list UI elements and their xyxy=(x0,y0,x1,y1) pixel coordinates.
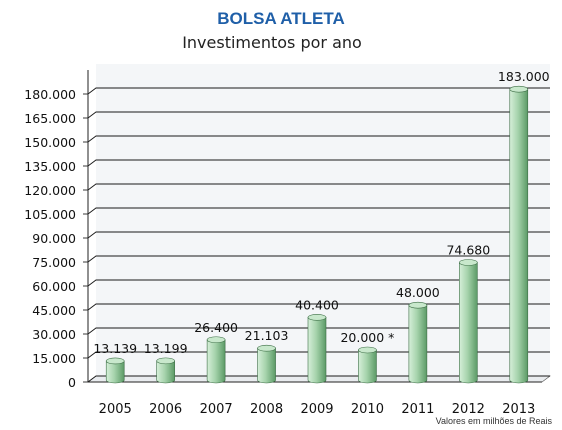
data-label: 26.400 xyxy=(194,320,238,335)
bar-body xyxy=(257,347,276,384)
x-tick-label: 2005 xyxy=(99,402,132,417)
x-tick-label: 2012 xyxy=(452,402,485,417)
bar xyxy=(459,259,478,384)
x-tick-label: 2008 xyxy=(250,402,283,417)
bar-body xyxy=(206,339,226,384)
y-tick-label: 75.000 xyxy=(32,255,76,270)
bar xyxy=(206,336,226,384)
data-label: 48.000 xyxy=(396,285,440,300)
y-tick-label: 15.000 xyxy=(32,351,76,366)
data-labels: 13.139 13.199 26.400 21.103 40.400 20.000 * 48… xyxy=(93,69,549,356)
data-label: 21.103 xyxy=(245,328,289,343)
chart-title: BOLSA ATLETA xyxy=(217,9,344,28)
bar-top xyxy=(156,357,175,365)
back-wall xyxy=(96,64,550,376)
x-tick-label: 2007 xyxy=(200,402,233,417)
data-label: 13.139 xyxy=(93,341,137,356)
gridline xyxy=(87,183,550,191)
bar xyxy=(156,357,175,384)
y-tick-label: 0 xyxy=(68,375,76,390)
gridline xyxy=(87,279,550,287)
gridline xyxy=(87,111,550,119)
gridline xyxy=(87,255,550,263)
y-tick-label: 165.000 xyxy=(24,111,76,126)
x-tick-label: 2006 xyxy=(149,402,182,417)
gridline xyxy=(87,375,550,383)
bar-body xyxy=(459,262,478,384)
bar-top xyxy=(206,336,226,344)
x-axis-ticks: 2005 2006 2007 2008 2009 2010 2011 2012 2013 xyxy=(99,402,536,417)
y-tick-label: 60.000 xyxy=(32,279,76,294)
data-label: 40.400 xyxy=(295,297,339,312)
y-tick-label: 120.000 xyxy=(24,183,76,198)
bar-top xyxy=(459,259,478,266)
y-tick-label: 30.000 xyxy=(32,327,76,342)
y-axis-ticks: 0 15.000 30.000 45.000 60.000 75.000 90.000 105… xyxy=(24,87,88,390)
bar-top xyxy=(408,301,428,309)
bar-top xyxy=(307,314,327,321)
gridline xyxy=(87,135,550,143)
bar xyxy=(509,85,529,384)
bar-top xyxy=(509,85,529,93)
x-tick-label: 2010 xyxy=(351,402,384,417)
x-tick-label: 2013 xyxy=(502,402,535,417)
data-label: 74.680 xyxy=(446,243,490,258)
gridline xyxy=(87,303,550,311)
plot-area: 0 15.000 30.000 45.000 60.000 75.000 90.000 105… xyxy=(24,64,551,417)
data-label: 183.000 xyxy=(498,69,550,84)
x-tick-label: 2011 xyxy=(401,402,434,417)
bar-body xyxy=(408,304,428,384)
gridline xyxy=(87,327,550,335)
x-tick-label: 2009 xyxy=(300,402,333,417)
bar xyxy=(358,346,377,384)
y-tick-label: 90.000 xyxy=(32,231,76,246)
gridline xyxy=(87,231,550,239)
y-tick-label: 45.000 xyxy=(32,303,76,318)
y-tick-label: 105.000 xyxy=(24,207,76,222)
bar xyxy=(105,357,125,384)
bar-body xyxy=(105,360,125,384)
gridline xyxy=(87,87,550,95)
chart-note: Valores em milhões de Reais xyxy=(436,416,553,426)
bar xyxy=(408,301,428,384)
bar-body xyxy=(358,349,377,384)
y-tick-label: 135.000 xyxy=(24,159,76,174)
gridline xyxy=(87,207,550,215)
bar-body xyxy=(509,88,529,384)
chart-subtitle: Investimentos por ano xyxy=(182,33,362,52)
bar-body xyxy=(307,317,327,384)
data-label: 13.199 xyxy=(144,341,188,356)
bars xyxy=(105,85,529,384)
bar-body xyxy=(156,360,175,384)
data-label: 20.000 * xyxy=(340,330,394,345)
gridlines xyxy=(87,87,550,383)
gridline xyxy=(87,351,550,359)
gridline xyxy=(87,159,550,167)
bar-top xyxy=(257,344,276,352)
bar xyxy=(307,314,327,384)
y-tick-label: 180.000 xyxy=(24,87,76,102)
y-tick-label: 150.000 xyxy=(24,135,76,150)
bar-top xyxy=(358,346,377,354)
bar-top xyxy=(105,357,125,365)
bar xyxy=(257,344,276,384)
